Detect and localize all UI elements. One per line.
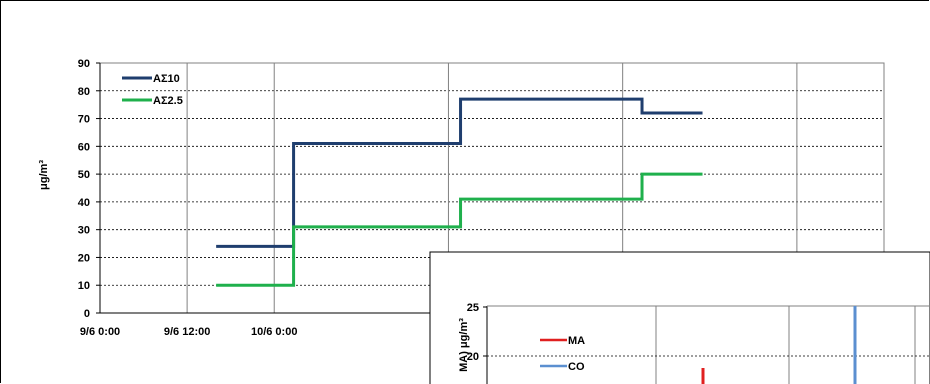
y-tick-label: 10 [78, 280, 90, 292]
y-tick-label: 90 [78, 58, 90, 70]
main-y-axis-label: μg/m³ [38, 160, 50, 190]
inset-legend-label: CO [568, 361, 585, 373]
legend-label: ΑΣ10 [153, 73, 180, 85]
y-tick-label: 20 [78, 252, 90, 264]
y-tick-label: 50 [78, 169, 90, 181]
main-y-tick-labels: 0 10 20 30 40 50 60 70 80 90 [78, 58, 90, 320]
x-tick-label: 9/6 12:00 [164, 326, 210, 338]
y-tick-label: 60 [78, 141, 90, 153]
inset-chart: 25 20 MA) μg/m³ MA CO [429, 251, 930, 384]
y-tick-label: 30 [78, 225, 90, 237]
legend-label: ΑΣ2.5 [153, 95, 183, 107]
x-tick-label: 10/6 0:00 [251, 326, 297, 338]
x-tick-label: 9/6 0:00 [80, 326, 120, 338]
inset-legend: MA CO [540, 335, 585, 373]
y-tick-label: 80 [78, 86, 90, 98]
series-line-as25 [216, 172, 703, 287]
inset-y-tick-label: 25 [467, 302, 479, 314]
y-tick-label: 0 [84, 308, 90, 320]
inset-y-tick-label: 20 [467, 351, 479, 363]
y-tick-label: 70 [78, 114, 90, 126]
inset-legend-label: MA [568, 335, 585, 347]
main-x-tick-labels: 9/6 0:00 9/6 12:00 10/6 0:00 [80, 326, 298, 338]
main-legend: ΑΣ10 ΑΣ2.5 [122, 73, 183, 107]
main-series [216, 97, 703, 287]
inset-series [701, 306, 857, 384]
y-tick-label: 40 [78, 197, 90, 209]
inset-y-axis-label: MA) μg/m³ [458, 318, 470, 372]
inset-y-tick-labels: 25 20 [467, 302, 479, 363]
inset-frame [429, 251, 930, 384]
